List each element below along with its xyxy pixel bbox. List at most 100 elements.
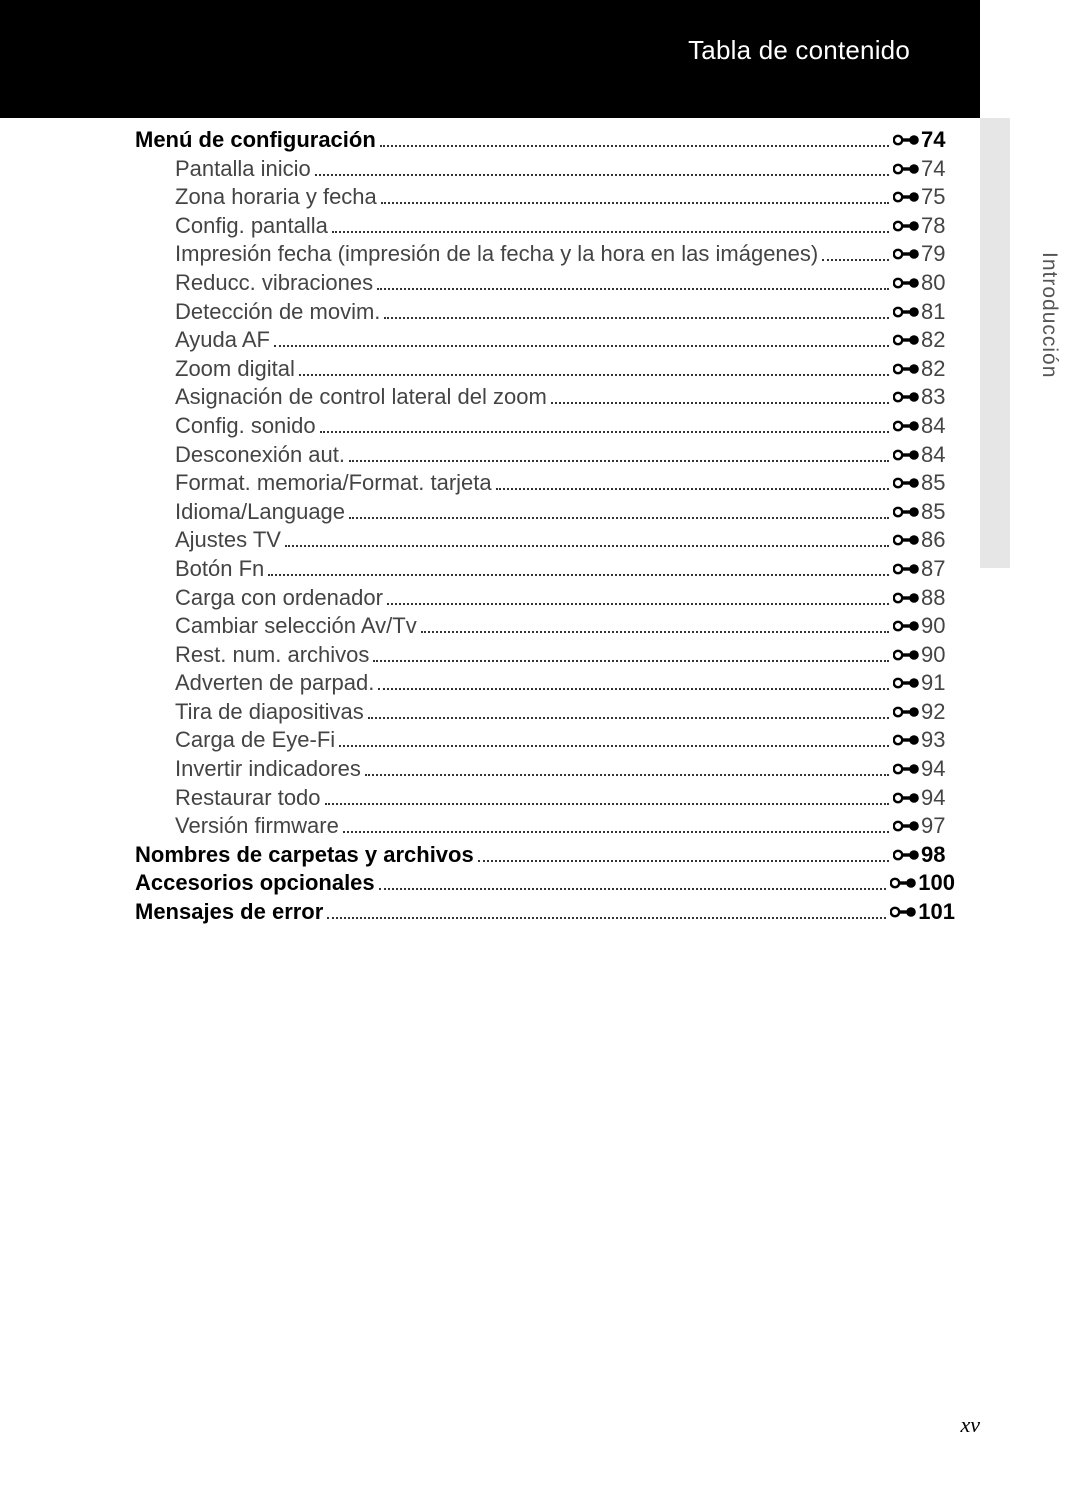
toc-page-number: 85 (921, 470, 955, 496)
reference-section-icon (893, 333, 919, 347)
toc-page-number: 75 (921, 184, 955, 210)
toc-page-number: 82 (921, 327, 955, 353)
toc-row: Idioma/Language85 (135, 499, 955, 528)
toc-page-number: 86 (921, 527, 955, 553)
toc-leader-dots (365, 774, 889, 776)
toc-row: Carga de Eye-Fi 93 (135, 727, 955, 756)
toc-row: Nombres de carpetas y archivos98 (135, 842, 955, 871)
toc-leader-dots (349, 460, 889, 462)
reference-section-icon (893, 162, 919, 176)
toc-page-number: 97 (921, 813, 955, 839)
toc-leader-dots (274, 345, 889, 347)
reference-section-icon (893, 505, 919, 519)
reference-section-icon (893, 190, 919, 204)
toc-row: Tira de diapositivas 92 (135, 699, 955, 728)
reference-section-icon (893, 247, 919, 261)
reference-section-icon (893, 791, 919, 805)
toc-row: Desconexión aut. 84 (135, 442, 955, 471)
toc-label: Versión firmware (135, 813, 339, 839)
toc-row: Mensajes de error 101 (135, 899, 955, 928)
toc-leader-dots (373, 660, 889, 662)
toc-page-number: 98 (921, 842, 955, 868)
reference-section-icon (890, 876, 916, 890)
toc-page-number: 94 (921, 785, 955, 811)
toc-leader-dots (268, 574, 889, 576)
reference-section-icon (893, 705, 919, 719)
toc-row: Botón Fn 87 (135, 556, 955, 585)
toc-page-number: 88 (921, 585, 955, 611)
toc-label: Accesorios opcionales (135, 870, 375, 896)
toc-leader-dots (421, 631, 889, 633)
toc-row: Asignación de control lateral del zoom83 (135, 384, 955, 413)
toc-page-number: 74 (921, 127, 955, 153)
page-root: Tabla de contenido Introducción Menú de … (0, 0, 1080, 1486)
toc-row: Format. memoria/Format. tarjeta85 (135, 470, 955, 499)
toc-label: Adverten de parpad. (135, 670, 374, 696)
toc-leader-dots (380, 145, 889, 147)
toc-page-number: 82 (921, 356, 955, 382)
toc-leader-dots (379, 888, 887, 890)
toc-page-number: 92 (921, 699, 955, 725)
reference-section-icon (893, 819, 919, 833)
toc-page-number: 80 (921, 270, 955, 296)
toc-page-number: 101 (918, 899, 955, 925)
toc-page-number: 91 (921, 670, 955, 696)
toc-row: Ayuda AF82 (135, 327, 955, 356)
toc-label: Botón Fn (135, 556, 264, 582)
toc-label: Cambiar selección Av/Tv (135, 613, 417, 639)
toc-page-number: 100 (918, 870, 955, 896)
toc-row: Impresión fecha (impresión de la fecha y… (135, 241, 955, 270)
toc-row: Menú de configuración74 (135, 127, 955, 156)
toc-leader-dots (343, 831, 889, 833)
toc-leader-dots (384, 317, 889, 319)
reference-section-icon (893, 591, 919, 605)
toc-row: Accesorios opcionales 100 (135, 870, 955, 899)
page-number: xv (960, 1412, 980, 1438)
reference-section-icon (893, 648, 919, 662)
toc-row: Config. sonido84 (135, 413, 955, 442)
reference-section-icon (893, 676, 919, 690)
toc-label: Carga de Eye-Fi (135, 727, 335, 753)
reference-section-icon (890, 905, 916, 919)
reference-section-icon (893, 133, 919, 147)
toc-label: Restaurar todo (135, 785, 321, 811)
toc-label: Impresión fecha (impresión de la fecha y… (135, 241, 818, 267)
toc-leader-dots (496, 488, 889, 490)
toc-row: Ajustes TV86 (135, 527, 955, 556)
toc-leader-dots (377, 288, 889, 290)
toc-label: Desconexión aut. (135, 442, 345, 468)
header-title: Tabla de contenido (688, 35, 910, 66)
toc-label: Asignación de control lateral del zoom (135, 384, 547, 410)
toc-label: Mensajes de error (135, 899, 323, 925)
reference-section-icon (893, 276, 919, 290)
toc-row: Zoom digital 82 (135, 356, 955, 385)
reference-section-icon (893, 848, 919, 862)
toc-page-number: 84 (921, 442, 955, 468)
toc-page-number: 84 (921, 413, 955, 439)
toc-leader-dots (551, 402, 889, 404)
toc-label: Config. pantalla (135, 213, 328, 239)
toc-row: Config. pantalla78 (135, 213, 955, 242)
toc-row: Cambiar selección Av/Tv90 (135, 613, 955, 642)
toc-label: Zona horaria y fecha (135, 184, 377, 210)
toc-page-number: 87 (921, 556, 955, 582)
toc-label: Tira de diapositivas (135, 699, 364, 725)
toc-row: Adverten de parpad. 91 (135, 670, 955, 699)
toc-page-number: 90 (921, 642, 955, 668)
reference-section-icon (893, 448, 919, 462)
page-header: Tabla de contenido (0, 0, 980, 118)
side-tab-label: Introducción (1037, 252, 1061, 378)
toc-label: Reducc. vibraciones (135, 270, 373, 296)
toc-row: Pantalla inicio74 (135, 156, 955, 185)
table-of-contents: Menú de configuración74Pantalla inicio74… (135, 127, 955, 928)
toc-leader-dots (822, 259, 889, 261)
toc-row: Zona horaria y fecha 75 (135, 184, 955, 213)
reference-section-icon (893, 419, 919, 433)
toc-leader-dots (349, 517, 889, 519)
toc-label: Zoom digital (135, 356, 295, 382)
side-tab (980, 118, 1010, 568)
toc-label: Invertir indicadores (135, 756, 361, 782)
toc-leader-dots (327, 917, 886, 919)
toc-leader-dots (320, 431, 889, 433)
toc-page-number: 93 (921, 727, 955, 753)
